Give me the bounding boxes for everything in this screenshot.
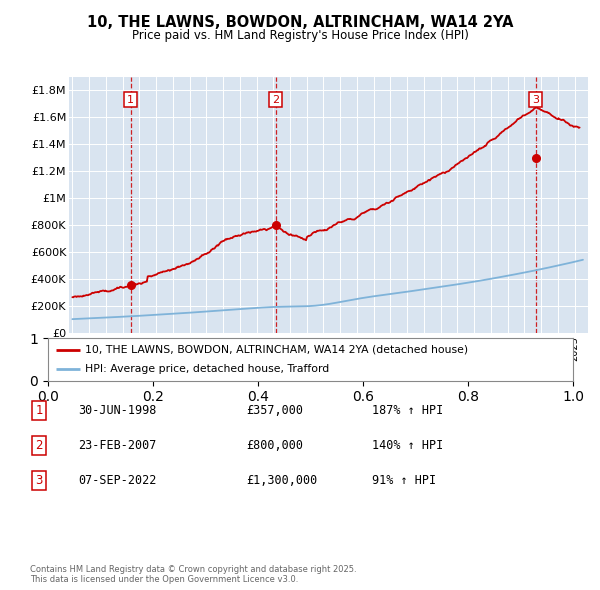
Text: Price paid vs. HM Land Registry's House Price Index (HPI): Price paid vs. HM Land Registry's House … [131, 29, 469, 42]
Text: Contains HM Land Registry data © Crown copyright and database right 2025.
This d: Contains HM Land Registry data © Crown c… [30, 565, 356, 584]
Text: 187% ↑ HPI: 187% ↑ HPI [372, 404, 443, 417]
Text: 2: 2 [272, 94, 279, 104]
Text: 1: 1 [35, 404, 43, 417]
Text: 07-SEP-2022: 07-SEP-2022 [78, 474, 157, 487]
Text: HPI: Average price, detached house, Trafford: HPI: Average price, detached house, Traf… [85, 364, 329, 374]
Text: £357,000: £357,000 [246, 404, 303, 417]
Text: 3: 3 [532, 94, 539, 104]
Text: 10, THE LAWNS, BOWDON, ALTRINCHAM, WA14 2YA: 10, THE LAWNS, BOWDON, ALTRINCHAM, WA14 … [87, 15, 513, 30]
Text: 1: 1 [127, 94, 134, 104]
Text: £800,000: £800,000 [246, 439, 303, 452]
Text: 91% ↑ HPI: 91% ↑ HPI [372, 474, 436, 487]
Text: 3: 3 [35, 474, 43, 487]
Text: 23-FEB-2007: 23-FEB-2007 [78, 439, 157, 452]
Text: 30-JUN-1998: 30-JUN-1998 [78, 404, 157, 417]
Text: 2: 2 [35, 439, 43, 452]
Text: £1,300,000: £1,300,000 [246, 474, 317, 487]
Text: 140% ↑ HPI: 140% ↑ HPI [372, 439, 443, 452]
Text: 10, THE LAWNS, BOWDON, ALTRINCHAM, WA14 2YA (detached house): 10, THE LAWNS, BOWDON, ALTRINCHAM, WA14 … [85, 345, 468, 355]
